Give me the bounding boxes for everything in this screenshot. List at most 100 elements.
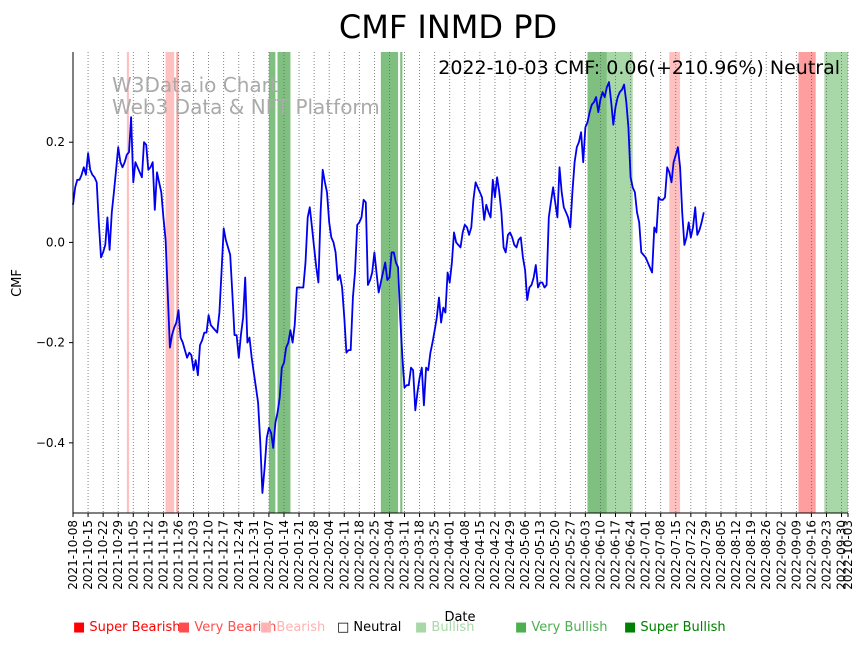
- x-tick-label: 2022-01-28: [307, 520, 321, 590]
- band-bearish: [165, 52, 175, 513]
- legend-label: Very Bearish: [194, 620, 277, 635]
- x-tick-label: 2022-02-04: [322, 520, 336, 590]
- legend-label: Bullish: [431, 620, 475, 635]
- x-tick-label: 2021-12-24: [232, 520, 246, 590]
- axes: [72, 52, 848, 514]
- legend-marker: ■: [415, 620, 432, 635]
- x-tick-label: 2022-07-22: [684, 520, 698, 590]
- x-tick-label: 2022-05-27: [563, 520, 577, 590]
- y-tick-label: −0.4: [36, 436, 65, 450]
- legend-label: Super Bearish: [89, 620, 181, 635]
- legend-label: Neutral: [353, 620, 402, 635]
- y-axis-label: CMF: [10, 269, 25, 297]
- x-tick-label: 2022-08-12: [729, 520, 743, 590]
- band-very-bearish: [798, 52, 816, 513]
- x-tick-label: 2022-04-08: [458, 520, 472, 590]
- legend-item: ■ Super Bullish: [624, 620, 726, 635]
- x-tick-label: 2022-03-25: [428, 520, 442, 590]
- legend-item: □ Neutral: [337, 620, 401, 635]
- x-tick-label: 2022-01-21: [292, 520, 306, 590]
- x-tick-label: 2022-07-08: [654, 520, 668, 590]
- band-very-bullish: [380, 52, 399, 513]
- band-very-bullish: [400, 52, 403, 513]
- legend-label: Very Bullish: [531, 620, 608, 635]
- band-bullish: [606, 52, 633, 513]
- watermark: W3Data.io Chart Web3 Data & NFT Platform: [112, 73, 380, 119]
- legend-marker: ■: [73, 620, 90, 635]
- band-very-bullish: [268, 52, 276, 513]
- y-tick-label: −0.2: [36, 336, 65, 350]
- y-ticks: −0.4 −0.2 0.0 0.2: [36, 135, 73, 450]
- x-tick-label: 2022-03-04: [382, 520, 396, 590]
- x-tick-label: 2022-01-07: [262, 520, 276, 590]
- x-tick-label: 2022-08-19: [744, 520, 758, 590]
- cmf-line: [72, 81, 705, 494]
- x-tick-label: 2021-11-12: [141, 520, 155, 590]
- x-tick-label: 2022-05-20: [548, 520, 562, 590]
- x-tick-label: 2021-10-22: [96, 520, 110, 590]
- x-tick-label: 2022-09-23: [819, 520, 833, 590]
- chart-annotation: 2022-10-03 CMF: 0.06(+210.96%) Neutral: [438, 57, 840, 79]
- x-tick-label: 2022-02-11: [337, 520, 351, 590]
- legend-label: Super Bullish: [640, 620, 726, 635]
- x-tick-label: 2022-04-01: [443, 520, 457, 590]
- x-tick-label: 2022-07-01: [639, 520, 653, 590]
- signal-bands: [126, 52, 848, 513]
- x-tick-label: 2021-11-19: [156, 520, 170, 590]
- x-tick-label: 2022-06-10: [593, 520, 607, 590]
- x-tick-label: 2022-06-03: [578, 520, 592, 590]
- x-tick-label: 2022-09-02: [774, 520, 788, 590]
- watermark-line-2: Web3 Data & NFT Platform: [112, 95, 380, 119]
- x-tick-label: 2022-09-09: [789, 520, 803, 590]
- x-tick-label: 2021-12-10: [202, 520, 216, 590]
- y-tick-label: 0.2: [46, 135, 65, 149]
- band-bullish: [824, 52, 848, 513]
- x-tick-label: 2021-12-03: [187, 520, 201, 590]
- x-tick-label: 2021-10-08: [66, 520, 80, 590]
- watermark-line-1: W3Data.io Chart: [112, 73, 278, 97]
- x-tick-label: 2022-06-24: [624, 520, 638, 590]
- legend-marker: ■: [624, 620, 641, 635]
- x-tick-label: 2022-02-25: [367, 520, 381, 590]
- x-tick-label: 2022-07-29: [699, 520, 713, 590]
- legend-item: ■ Very Bearish: [178, 620, 276, 635]
- x-tick-label: 2021-10-29: [111, 520, 125, 590]
- legend-label: Bearish: [276, 620, 326, 635]
- x-tick-label: 2022-10-03: [841, 520, 855, 590]
- legend-item: ■ Bearish: [260, 620, 325, 635]
- x-tick-label: 2022-06-17: [609, 520, 623, 590]
- x-tick-label: 2022-03-18: [413, 520, 427, 590]
- x-tick-label: 2022-08-26: [759, 520, 773, 590]
- x-tick-label: 2022-08-05: [714, 520, 728, 590]
- legend-item: ■ Super Bearish: [73, 620, 181, 635]
- band-very-bearish: [176, 52, 179, 513]
- x-tick-label: 2022-05-06: [518, 520, 532, 590]
- x-tick-label: 2022-04-22: [488, 520, 502, 590]
- x-tick-label: 2022-04-29: [503, 520, 517, 590]
- legend-marker: ■: [178, 620, 195, 635]
- x-tick-label: 2022-07-15: [669, 520, 683, 590]
- cmf-series: [72, 81, 705, 494]
- x-tick-label: 2021-11-26: [171, 520, 185, 590]
- band-bearish: [669, 52, 681, 513]
- x-tick-label: 2021-12-31: [247, 520, 261, 590]
- x-ticks: 2021-10-08 2021-10-15 2021-10-22 2021-10-29…: [66, 513, 855, 590]
- x-tick-label: 2022-09-30: [835, 520, 849, 590]
- vertical-grid: [72, 52, 849, 513]
- x-tick-label: 2022-01-14: [277, 520, 291, 590]
- x-axis-label: Date: [444, 610, 475, 625]
- x-tick-label: 2022-05-13: [533, 520, 547, 590]
- x-tick-label: 2022-02-18: [352, 520, 366, 590]
- legend-marker: □: [337, 620, 354, 635]
- band-very-bullish: [587, 52, 607, 513]
- y-tick-label: 0.0: [46, 235, 65, 249]
- legend-marker: ■: [515, 620, 532, 635]
- band-bearish: [126, 52, 129, 513]
- legend-marker: ■: [260, 620, 277, 635]
- x-tick-label: 2022-03-11: [398, 520, 412, 590]
- x-tick-label: 2022-04-15: [473, 520, 487, 590]
- x-tick-label: 2021-11-05: [126, 520, 140, 590]
- x-tick-label: 2021-10-15: [81, 520, 95, 590]
- x-tick-label: 2021-12-17: [217, 520, 231, 590]
